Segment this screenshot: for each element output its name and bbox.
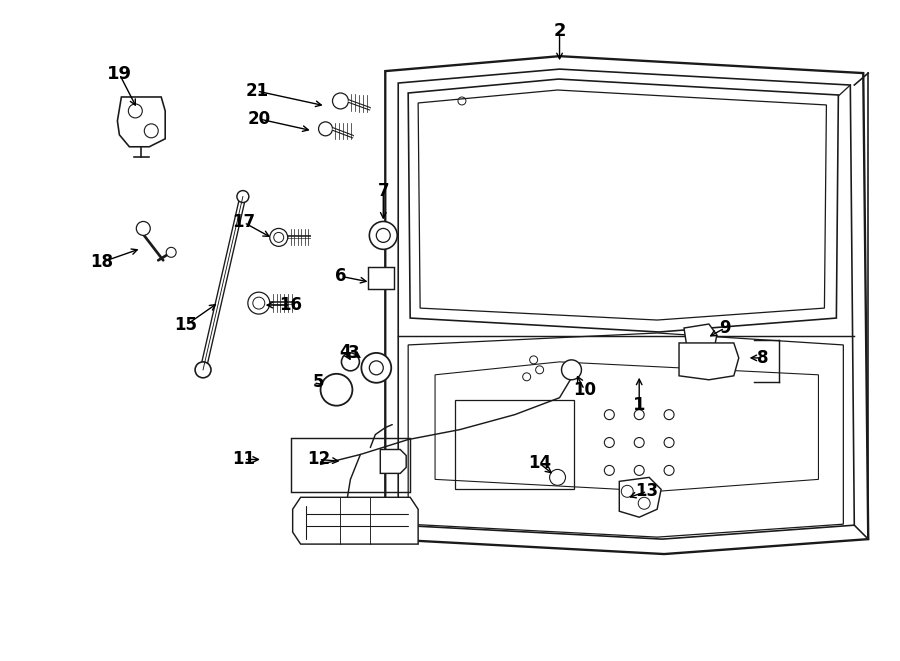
Circle shape bbox=[274, 233, 284, 243]
Text: 18: 18 bbox=[90, 253, 113, 271]
Text: 2: 2 bbox=[554, 22, 566, 40]
Text: 9: 9 bbox=[719, 319, 731, 337]
Polygon shape bbox=[117, 97, 166, 147]
Text: 4: 4 bbox=[339, 343, 351, 361]
FancyBboxPatch shape bbox=[368, 267, 394, 289]
Circle shape bbox=[136, 221, 150, 235]
Circle shape bbox=[237, 190, 248, 202]
Text: 1: 1 bbox=[633, 396, 645, 414]
Bar bbox=[291, 438, 410, 492]
Circle shape bbox=[562, 360, 581, 380]
Text: 16: 16 bbox=[279, 296, 302, 314]
Polygon shape bbox=[679, 343, 739, 380]
Text: 21: 21 bbox=[246, 82, 268, 100]
Text: 17: 17 bbox=[232, 214, 256, 231]
Polygon shape bbox=[292, 497, 418, 544]
Text: 3: 3 bbox=[347, 344, 359, 362]
Circle shape bbox=[550, 469, 565, 485]
Text: 7: 7 bbox=[377, 182, 389, 200]
Circle shape bbox=[362, 353, 392, 383]
Text: 19: 19 bbox=[107, 65, 132, 83]
Circle shape bbox=[341, 353, 359, 371]
Circle shape bbox=[253, 297, 265, 309]
Circle shape bbox=[376, 229, 391, 243]
Text: 8: 8 bbox=[757, 349, 769, 367]
Text: 6: 6 bbox=[335, 267, 346, 286]
Text: 20: 20 bbox=[248, 110, 270, 128]
Circle shape bbox=[166, 247, 176, 257]
Circle shape bbox=[369, 221, 397, 249]
Circle shape bbox=[319, 122, 332, 136]
Text: 13: 13 bbox=[635, 483, 659, 500]
Circle shape bbox=[621, 485, 634, 497]
Polygon shape bbox=[684, 324, 717, 354]
Circle shape bbox=[332, 93, 348, 109]
Polygon shape bbox=[619, 477, 662, 517]
Text: 10: 10 bbox=[573, 381, 596, 399]
Circle shape bbox=[144, 124, 158, 137]
Text: 12: 12 bbox=[307, 450, 330, 469]
Circle shape bbox=[248, 292, 270, 314]
Text: 11: 11 bbox=[232, 450, 256, 469]
Polygon shape bbox=[381, 449, 406, 473]
Circle shape bbox=[195, 362, 211, 378]
Circle shape bbox=[129, 104, 142, 118]
Circle shape bbox=[638, 497, 650, 509]
Circle shape bbox=[270, 229, 288, 247]
Circle shape bbox=[369, 361, 383, 375]
Text: 15: 15 bbox=[175, 316, 198, 334]
Text: 14: 14 bbox=[528, 455, 551, 473]
Text: 5: 5 bbox=[313, 373, 324, 391]
